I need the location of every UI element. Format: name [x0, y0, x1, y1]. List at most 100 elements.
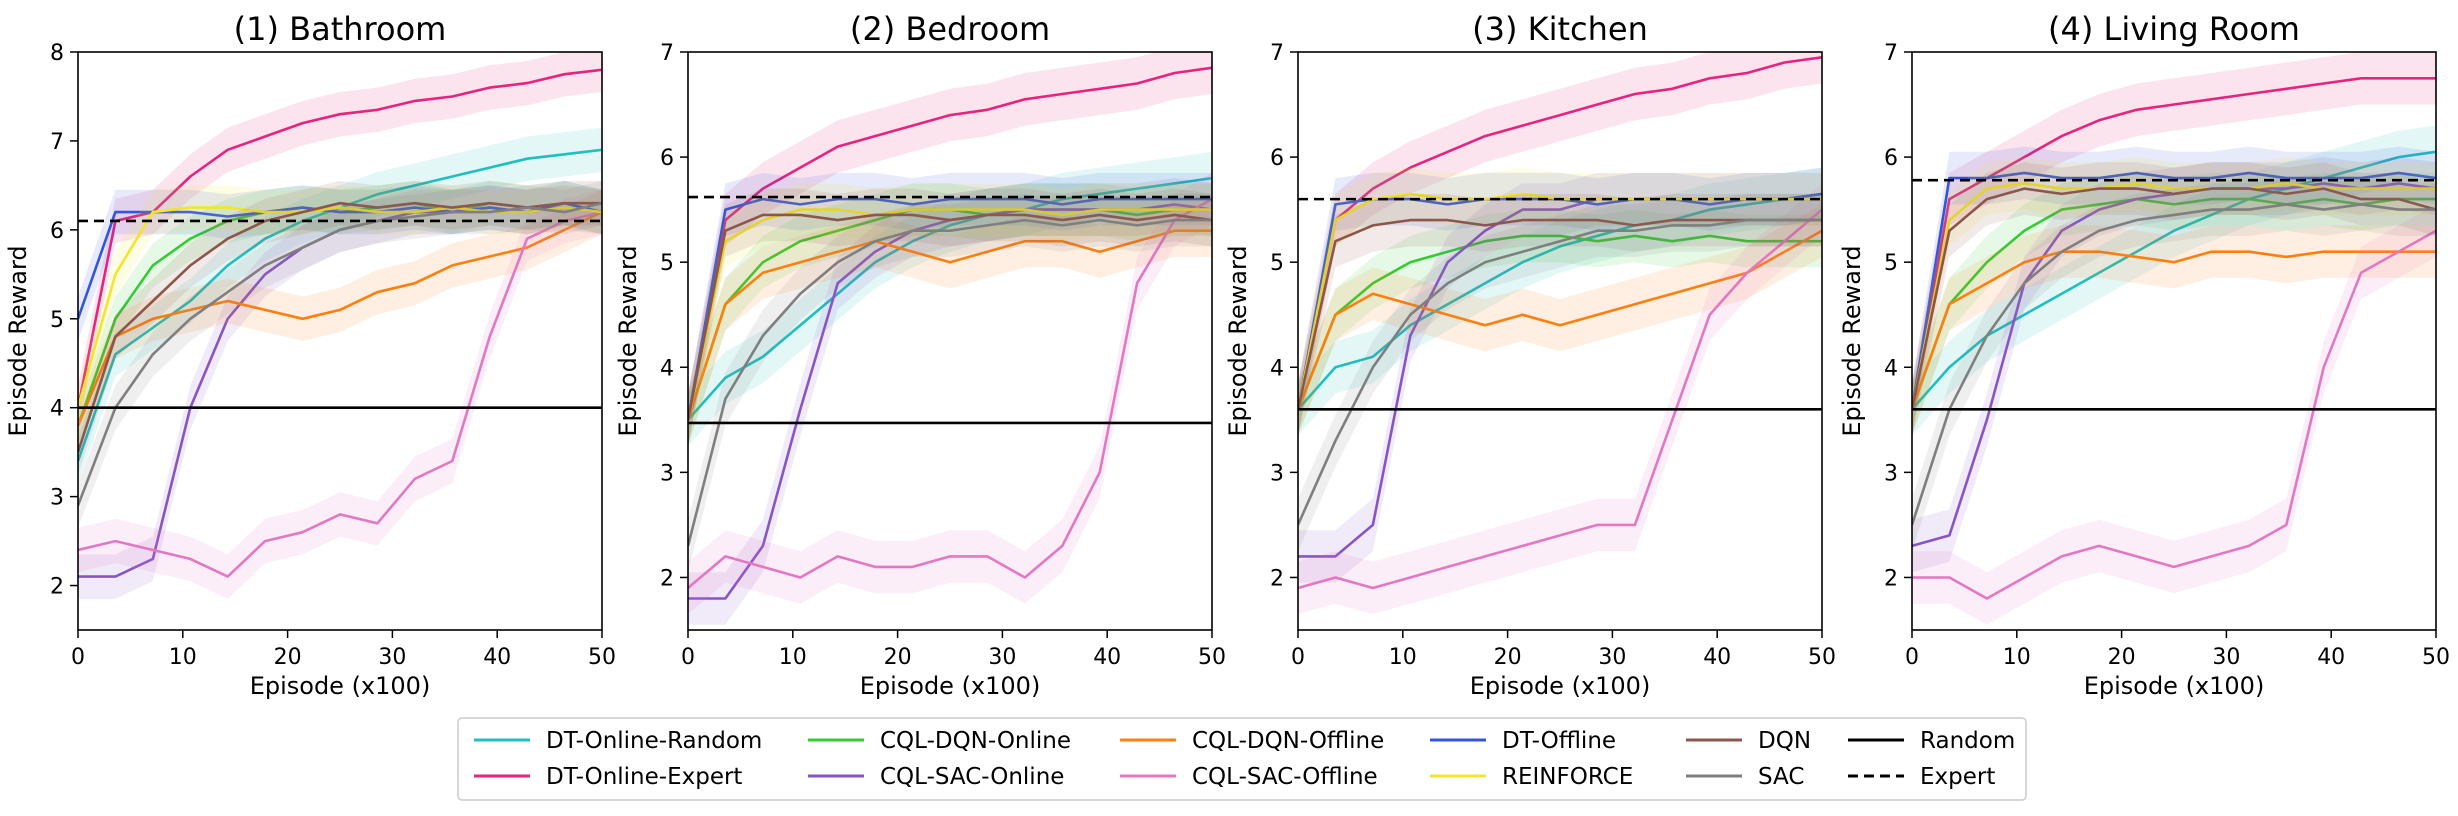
series-band	[688, 183, 1212, 447]
x-tick-label: 0	[1291, 645, 1305, 670]
series-band	[1298, 52, 1822, 436]
x-tick-label: 30	[378, 645, 406, 670]
series-line	[78, 201, 602, 506]
legend-item: SAC	[1686, 764, 1804, 790]
legend-item: DT-Offline	[1430, 728, 1616, 754]
series-band	[688, 204, 1212, 447]
legend-label: CQL-DQN-Offline	[1192, 728, 1384, 754]
legend-item: CQL-DQN-Online	[808, 728, 1071, 754]
x-tick-label: 0	[1905, 645, 1919, 670]
y-axis-label: Episode Reward	[4, 245, 32, 436]
series-line	[1298, 192, 1822, 411]
legend-label: SAC	[1758, 764, 1804, 790]
x-tick-label: 10	[779, 645, 807, 670]
x-tick-label: 20	[1494, 645, 1522, 670]
y-tick-label: 7	[50, 130, 64, 155]
plot-area	[78, 52, 602, 599]
panel-2: (2) Bedroom 0 10 20 30 40 50 Episode (x100) 2 3 4 5…	[614, 10, 1226, 700]
panel-title: (2) Bedroom	[850, 10, 1050, 48]
axes-frame	[1297, 51, 1823, 631]
x-tick-label: 10	[2003, 645, 2031, 670]
x-tick-label: 30	[988, 645, 1016, 670]
series-line	[688, 176, 1212, 421]
y-tick-label: 4	[50, 397, 64, 422]
axes-frame	[687, 51, 1213, 631]
legend: DT-Online-Random DT-Online-Expert CQL-DQN-…	[457, 717, 2027, 801]
y-tick-label: 7	[660, 41, 674, 66]
plot-area	[688, 52, 1212, 625]
y-tick-label: 8	[50, 41, 64, 66]
x-tick-label: 40	[2317, 645, 2345, 670]
panel-3: (3) Kitchen 0 10 20 30 40 50 Episode (x100) 2 3 4 5…	[1224, 10, 1836, 700]
series-line	[78, 68, 602, 408]
series-line	[1912, 250, 2436, 410]
x-tick-label: 20	[884, 645, 912, 670]
series-band	[688, 193, 1212, 573]
series-line	[1298, 218, 1822, 526]
y-axis-label: Episode Reward	[614, 245, 642, 436]
y-tick-label: 3	[1270, 461, 1284, 486]
series-band	[1912, 178, 2436, 552]
plot-area	[1912, 52, 2436, 625]
legend-item: CQL-DQN-Offline	[1120, 728, 1384, 754]
axes-frame	[1911, 51, 2437, 631]
panel-4: (4) Living Room 0 10 20 30 40 50 Episode (x100)…	[1838, 10, 2450, 700]
x-tick-label: 10	[1389, 645, 1417, 670]
series-band	[1298, 167, 1822, 436]
x-tick-label: 0	[681, 645, 695, 670]
x-tick-label: 40	[483, 645, 511, 670]
series-line	[688, 218, 1212, 547]
series-line	[1298, 56, 1822, 410]
series-line	[78, 210, 602, 578]
series-line	[1298, 234, 1822, 410]
series-band	[1298, 209, 1822, 436]
y-tick-label: 3	[660, 461, 674, 486]
series-line	[688, 66, 1212, 421]
series-line	[78, 201, 602, 320]
series-band	[1912, 157, 2436, 436]
series-band	[1912, 157, 2436, 573]
y-tick-label: 4	[1884, 356, 1898, 381]
y-tick-label: 6	[1270, 146, 1284, 171]
x-axis-label: Episode (x100)	[860, 672, 1041, 700]
x-tick-label: 40	[1093, 645, 1121, 670]
series-line	[1912, 229, 2436, 600]
y-axis-label: Episode Reward	[1224, 245, 1252, 436]
series-band	[1298, 183, 1822, 615]
panel-title: (4) Living Room	[2048, 10, 2300, 48]
series-line	[1912, 77, 2436, 410]
legend-label: DT-Online-Random	[546, 728, 762, 754]
series-band	[1912, 204, 2436, 625]
panel-1: (1) Bathroom 0 10 20 30 40 50 Episode (x100) 2 3 4…	[4, 10, 616, 700]
panel-title: (1) Bathroom	[234, 10, 447, 48]
series-line	[1298, 218, 1822, 410]
series-line	[78, 201, 602, 453]
y-tick-label: 2	[1270, 566, 1284, 591]
y-tick-label: 6	[50, 219, 64, 244]
y-tick-label: 4	[660, 356, 674, 381]
legend-item: DQN	[1686, 728, 1811, 754]
legend-item: Random	[1848, 728, 2015, 754]
series-band	[688, 172, 1212, 615]
x-tick-label: 50	[1198, 645, 1226, 670]
series-line	[1912, 197, 2436, 410]
legend-item: DT-Online-Random	[474, 728, 762, 754]
y-tick-label: 2	[660, 566, 674, 591]
series-band	[1912, 125, 2436, 436]
series-band	[1912, 162, 2436, 436]
series-band	[1298, 193, 1822, 552]
series-line	[688, 229, 1212, 421]
series-line	[688, 208, 1212, 421]
legend-item: Expert	[1848, 764, 1995, 790]
series-band	[688, 188, 1212, 447]
series-band	[1912, 172, 2436, 436]
plot-area	[1298, 52, 1822, 615]
y-axis-label: Episode Reward	[1838, 245, 1866, 436]
x-tick-label: 0	[71, 645, 85, 670]
legend-item: CQL-SAC-Online	[808, 764, 1064, 790]
series-line	[1912, 150, 2436, 411]
legend-label: DQN	[1758, 728, 1811, 754]
y-tick-label: 5	[660, 251, 674, 276]
